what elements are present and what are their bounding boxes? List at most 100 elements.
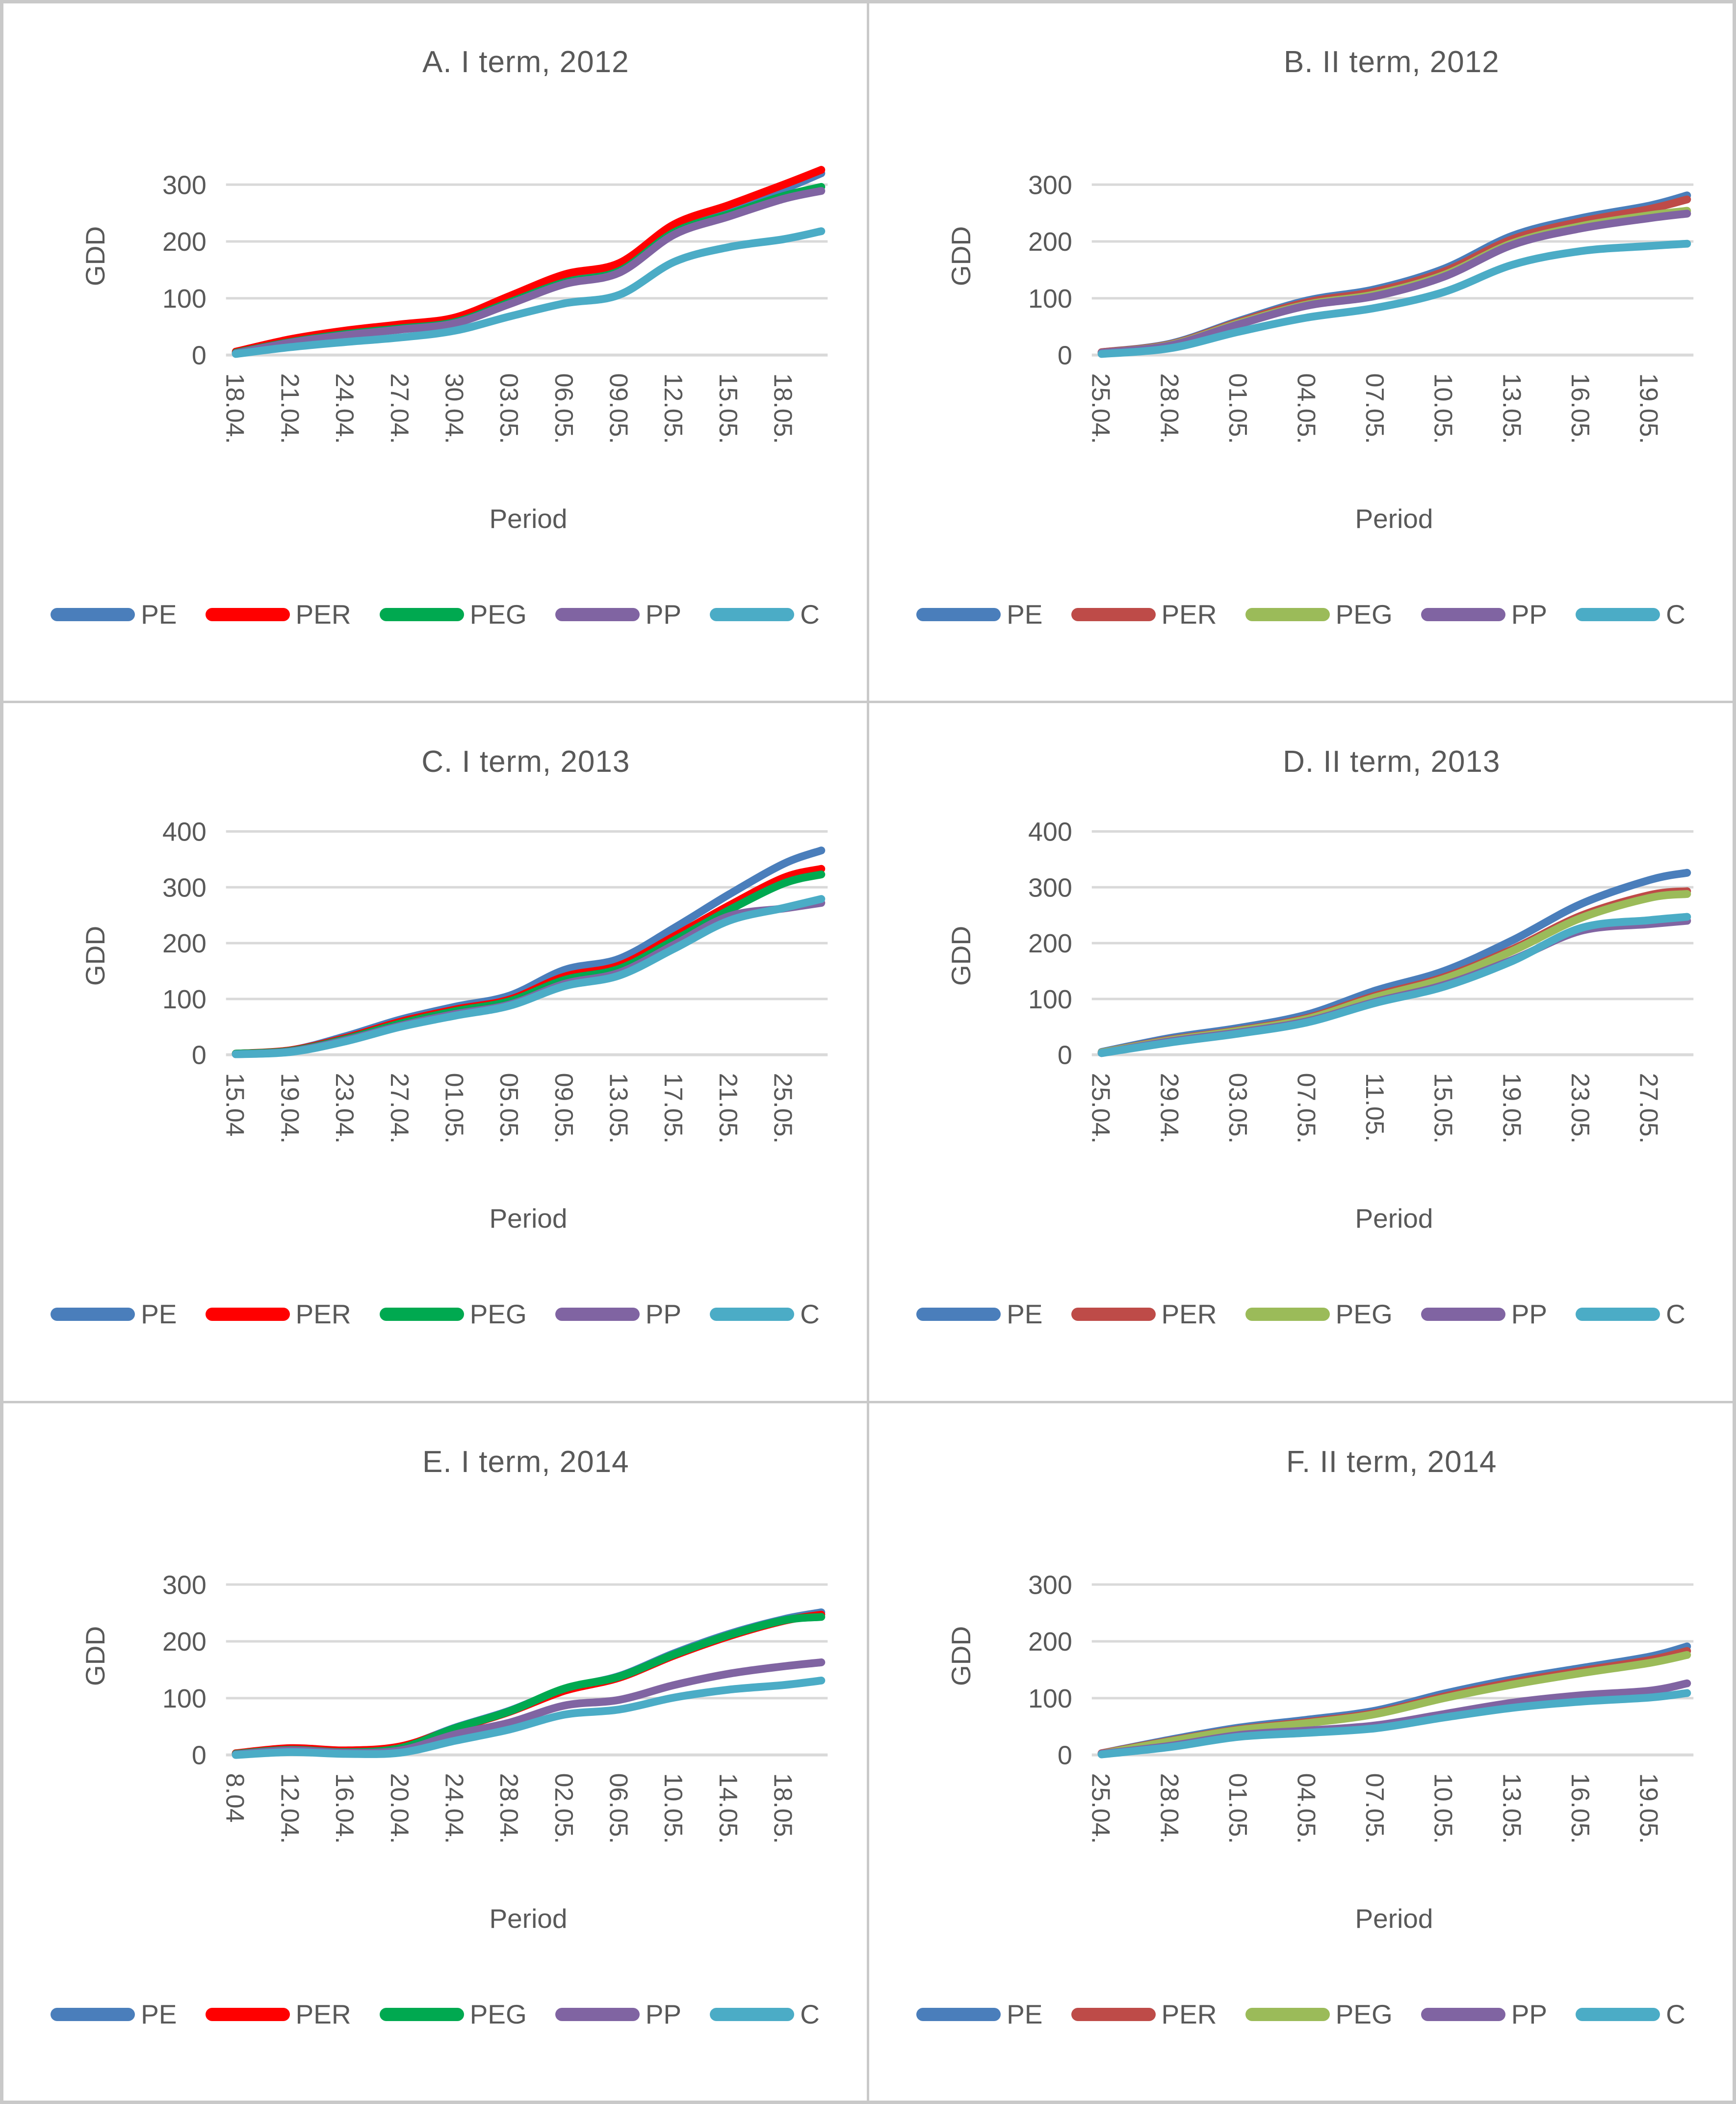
y-tick-label: 300 bbox=[162, 873, 207, 903]
x-tick-label: 20.04. bbox=[386, 1773, 414, 1843]
y-tick-label: 300 bbox=[162, 170, 207, 200]
chart-title: A. I term, 2012 bbox=[422, 45, 629, 79]
legend-swatch-PE bbox=[916, 1308, 1001, 1321]
x-tick-label: 09.05. bbox=[550, 1073, 578, 1144]
x-tick-label: 05.05. bbox=[495, 1073, 523, 1144]
series-line-PP bbox=[1097, 210, 1691, 357]
legend-swatch-C bbox=[1576, 2007, 1660, 2021]
y-tick-label: 100 bbox=[1028, 1683, 1072, 1713]
legend-swatch-PE bbox=[51, 1308, 135, 1321]
legend-item-PER: PER bbox=[205, 1301, 351, 1328]
chart-panel-e: E. I term, 2014 GDD 0 100 200 300 8.04 12.04.… bbox=[3, 1403, 867, 2101]
chart-panel-d: D. II term, 2013 GDD 0 100 200 300 400 25.04.… bbox=[869, 703, 1733, 1401]
legend-item-PER: PER bbox=[1071, 601, 1217, 628]
x-tick-label: 13.05. bbox=[1498, 1773, 1526, 1843]
x-tick-label: 13.05. bbox=[1498, 373, 1526, 444]
legend-item-PE: PE bbox=[51, 1301, 177, 1328]
plot-area: 0 100 200 300 18.04. 21.04. 24.04. 27.04. 30.04.… bbox=[162, 166, 828, 444]
y-tick-label: 300 bbox=[1028, 1570, 1072, 1600]
chart-panel-a: A. I term, 2012 GDD 0 100 200 300 18.04. 21.0… bbox=[3, 3, 867, 701]
legend-label: PEG bbox=[1335, 599, 1393, 630]
chart-title: C. I term, 2013 bbox=[421, 745, 630, 779]
series-line-PEG bbox=[1097, 1651, 1691, 1758]
x-tick-label: 19.05. bbox=[1498, 1073, 1526, 1144]
chart-panel-b: B. II term, 2012 GDD 0 100 200 300 25.04. 28.… bbox=[869, 3, 1733, 701]
legend-swatch-PP bbox=[555, 2007, 640, 2021]
legend-label: PEG bbox=[469, 1299, 527, 1330]
legend-swatch-PEG bbox=[379, 1308, 464, 1321]
legend-item-PEG: PEG bbox=[1245, 1301, 1393, 1328]
legend-item-PER: PER bbox=[205, 601, 351, 628]
x-tick-label: 25.04. bbox=[1087, 373, 1115, 444]
legend-swatch-PEG bbox=[1245, 2007, 1330, 2021]
x-axis-title: Period bbox=[489, 503, 568, 534]
legend-label: PP bbox=[1511, 1299, 1548, 1330]
y-tick-label: 100 bbox=[162, 284, 207, 314]
x-axis-title: Period bbox=[489, 1203, 568, 1234]
y-tick-label: 200 bbox=[1028, 1627, 1072, 1657]
legend-label: PEG bbox=[1335, 1999, 1393, 2029]
plot-area: 0 100 200 300 400 25.04. 29.04. 03.05. 07.05. 11.… bbox=[1028, 817, 1694, 1144]
y-tick-label: 400 bbox=[162, 817, 207, 847]
legend-item-PP: PP bbox=[1421, 601, 1547, 628]
legend-swatch-C bbox=[710, 2007, 795, 2021]
legend-label: C bbox=[800, 599, 820, 630]
legend-swatch-PER bbox=[205, 2007, 290, 2021]
x-tick-label: 17.05. bbox=[659, 1073, 688, 1144]
series-line-PE bbox=[1097, 869, 1691, 1056]
legend-item-PEG: PEG bbox=[379, 2000, 527, 2028]
x-tick-label: 15.05. bbox=[714, 373, 743, 444]
x-tick-label: 18.05. bbox=[769, 373, 798, 444]
series-line-PP bbox=[232, 899, 826, 1058]
legend-label: PP bbox=[645, 1299, 682, 1330]
y-tick-label: 0 bbox=[1058, 1740, 1072, 1770]
chart-panel-f: F. II term, 2014 GDD 0 100 200 300 25.04. 28.… bbox=[869, 1403, 1733, 2101]
x-tick-label: 07.05. bbox=[1361, 373, 1389, 444]
y-tick-label: 0 bbox=[192, 1041, 207, 1070]
x-tick-label: 04.05. bbox=[1293, 373, 1321, 444]
x-tick-label: 15.04 bbox=[221, 1073, 250, 1137]
legend-swatch-PEG bbox=[379, 608, 464, 621]
legend-swatch-PP bbox=[555, 1308, 640, 1321]
chart-title: D. II term, 2013 bbox=[1283, 745, 1501, 779]
legend-swatch-PE bbox=[51, 608, 135, 621]
legend-label: PE bbox=[141, 1299, 177, 1330]
y-tick-label: 100 bbox=[1028, 284, 1072, 314]
chart-title: F. II term, 2014 bbox=[1286, 1445, 1497, 1479]
legend-label: PE bbox=[141, 599, 177, 630]
legend-swatch-PP bbox=[1421, 2007, 1505, 2021]
legend-item-C: C bbox=[710, 2000, 820, 2028]
legend-item-PER: PER bbox=[1071, 1301, 1217, 1328]
x-tick-label: 25.04. bbox=[1087, 1773, 1115, 1843]
legend-label: PE bbox=[141, 1999, 177, 2029]
legend-swatch-PER bbox=[205, 1308, 290, 1321]
y-tick-label: 100 bbox=[1028, 985, 1072, 1014]
legend-label: PP bbox=[645, 1999, 682, 2029]
legend-swatch-PP bbox=[555, 608, 640, 621]
legend-label: PEG bbox=[469, 599, 527, 630]
x-tick-label: 25.05. bbox=[769, 1073, 798, 1144]
y-tick-label: 300 bbox=[1028, 170, 1072, 200]
x-tick-label: 19.05. bbox=[1635, 1773, 1663, 1843]
legend-item-C: C bbox=[710, 1301, 820, 1328]
x-tick-label: 10.05. bbox=[659, 1773, 688, 1843]
legend-label: PER bbox=[1161, 599, 1217, 630]
legend-label: PP bbox=[645, 599, 682, 630]
x-tick-label: 28.04. bbox=[1155, 1773, 1184, 1843]
legend-item-PP: PP bbox=[555, 1301, 681, 1328]
legend-item-PEG: PEG bbox=[1245, 1999, 1393, 2029]
chart-panel-c: C. I term, 2013 GDD 0 100 200 300 400 15.04 19… bbox=[3, 703, 867, 1401]
legend: PE PER PEG PP C bbox=[869, 1301, 1733, 1328]
y-tick-label: 200 bbox=[1028, 929, 1072, 958]
x-tick-label: 29.04. bbox=[1155, 1073, 1184, 1144]
legend-item-PE: PE bbox=[916, 1301, 1043, 1328]
series-line-C bbox=[232, 895, 826, 1058]
y-tick-label: 0 bbox=[1058, 1041, 1072, 1070]
legend-swatch-C bbox=[710, 608, 795, 621]
x-tick-label: 03.05. bbox=[1224, 1073, 1252, 1144]
series-line-C bbox=[232, 227, 826, 358]
series-line-C bbox=[1097, 239, 1691, 358]
legend-item-PE: PE bbox=[51, 601, 177, 628]
x-tick-label: 18.05. bbox=[769, 1773, 798, 1843]
x-tick-label: 01.05. bbox=[440, 1073, 468, 1144]
